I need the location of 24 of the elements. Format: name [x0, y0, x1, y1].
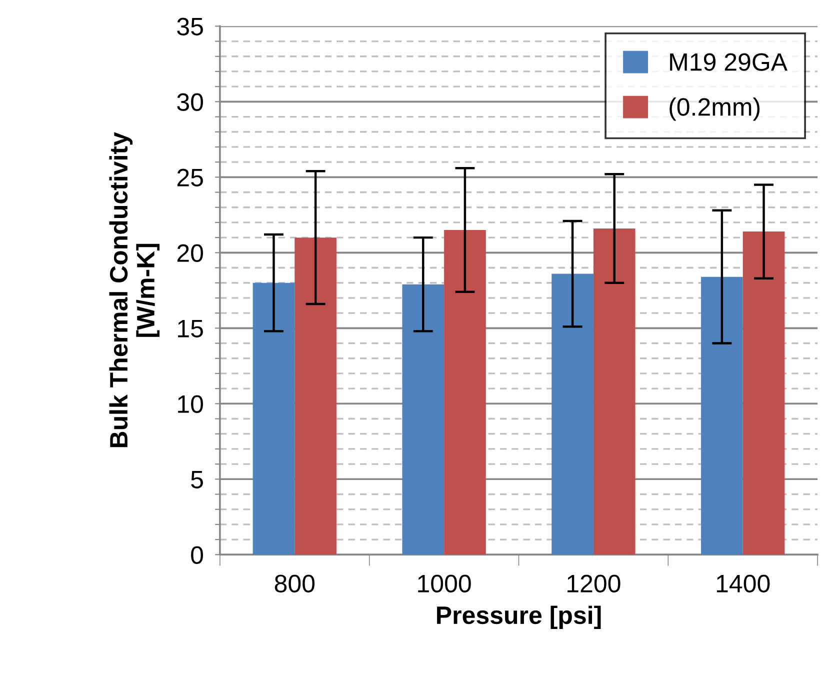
- y-tick-label: 10: [178, 395, 204, 413]
- x-tick-label: 1200: [568, 574, 620, 592]
- y-tick-label: 35: [177, 18, 203, 36]
- legend-label: M19 29GA: [670, 53, 788, 71]
- y-tick-label: 15: [178, 320, 203, 338]
- bar: [701, 276, 743, 555]
- x-axis-title: Pressure [psi]: [437, 606, 601, 630]
- bar: [252, 282, 295, 555]
- bar: [552, 274, 594, 555]
- x-tick-label: 1000: [418, 574, 471, 592]
- bar: [593, 228, 636, 555]
- y-axis-title: Bulk Thermal Conductivity [W/m-K]: [109, 132, 160, 448]
- x-tick-label: 800: [274, 574, 315, 592]
- y-tick-label: 0: [191, 546, 203, 564]
- y-tick-label: 5: [191, 471, 203, 488]
- legend-label: (0.2mm): [670, 97, 760, 121]
- bar: [402, 284, 444, 555]
- bar: [444, 230, 486, 555]
- y-tick-label: 30: [177, 93, 204, 111]
- bar: [742, 232, 785, 555]
- x-tick-label: 1400: [716, 574, 770, 592]
- y-tick-label: 25: [177, 168, 203, 186]
- bar: [294, 238, 336, 555]
- y-tick-label: 20: [177, 244, 204, 262]
